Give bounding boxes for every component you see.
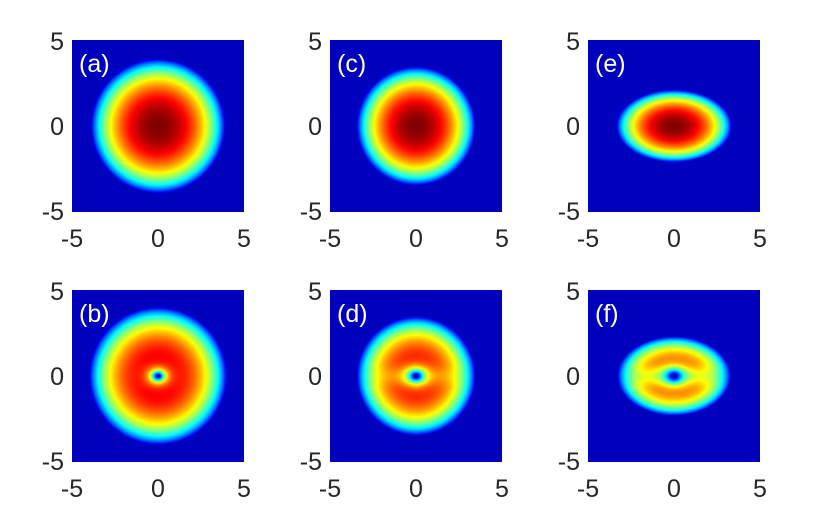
y-tick-label: -5 (42, 448, 64, 476)
panel-f: (f) 5 0 -5-5 0 5 (558, 278, 767, 503)
x-tick-label: 5 (237, 475, 251, 503)
x-tick-label: 0 (151, 225, 165, 253)
x-tick-label: 5 (237, 225, 251, 253)
heatmap-image (330, 40, 502, 212)
x-tick-label: 5 (753, 225, 767, 253)
x-tick-label: -5 (577, 475, 599, 503)
y-tick-label: 5 (566, 278, 580, 306)
y-tick-label: -5 (300, 448, 322, 476)
panel-label: (d) (337, 300, 368, 328)
y-tick-label: -5 (42, 198, 64, 226)
y-tick-label: 5 (566, 28, 580, 56)
panel-label: (b) (79, 300, 110, 328)
x-tick-label: -5 (61, 225, 83, 253)
panel-d: (d) 5 0 -5-5 0 5 (300, 278, 509, 503)
panel-label: (c) (337, 50, 366, 78)
panel-c: (c) 5 0 -5-5 0 5 (300, 28, 509, 253)
y-tick-label: 0 (308, 363, 322, 391)
x-tick-label: 5 (753, 475, 767, 503)
heatmap-image (588, 290, 760, 462)
y-tick-label: 0 (50, 113, 64, 141)
x-tick-label: -5 (319, 475, 341, 503)
y-tick-label: 5 (308, 278, 322, 306)
y-tick-label: 5 (308, 28, 322, 56)
y-tick-label: 0 (50, 363, 64, 391)
y-tick-label: -5 (558, 448, 580, 476)
x-tick-label: 0 (667, 475, 681, 503)
panel-b: (b) 5 0 -5-5 0 5 (42, 278, 251, 503)
heatmap-image (72, 290, 244, 462)
y-tick-label: -5 (300, 198, 322, 226)
x-tick-label: 5 (495, 225, 509, 253)
panel-label: (a) (79, 50, 110, 78)
x-tick-label: 0 (409, 475, 423, 503)
panel-label: (e) (595, 50, 626, 78)
y-tick-label: 5 (50, 278, 64, 306)
heatmap-image (72, 40, 244, 212)
y-tick-label: 0 (308, 113, 322, 141)
x-tick-label: 0 (151, 475, 165, 503)
heatmap-image (588, 40, 760, 212)
x-tick-label: -5 (61, 475, 83, 503)
heatmap-image (330, 290, 502, 462)
x-tick-label: -5 (577, 225, 599, 253)
panel-a: (a) 5 0 -5-5 0 5 (42, 28, 251, 253)
x-tick-label: 5 (495, 475, 509, 503)
panel-e: (e) 5 0 -5-5 0 5 (558, 28, 767, 253)
panel-label: (f) (595, 300, 619, 328)
y-tick-label: 0 (566, 113, 580, 141)
y-tick-label: 5 (50, 28, 64, 56)
x-tick-label: 0 (409, 225, 423, 253)
x-tick-label: 0 (667, 225, 681, 253)
x-tick-label: -5 (319, 225, 341, 253)
y-tick-label: -5 (558, 198, 580, 226)
y-tick-label: 0 (566, 363, 580, 391)
